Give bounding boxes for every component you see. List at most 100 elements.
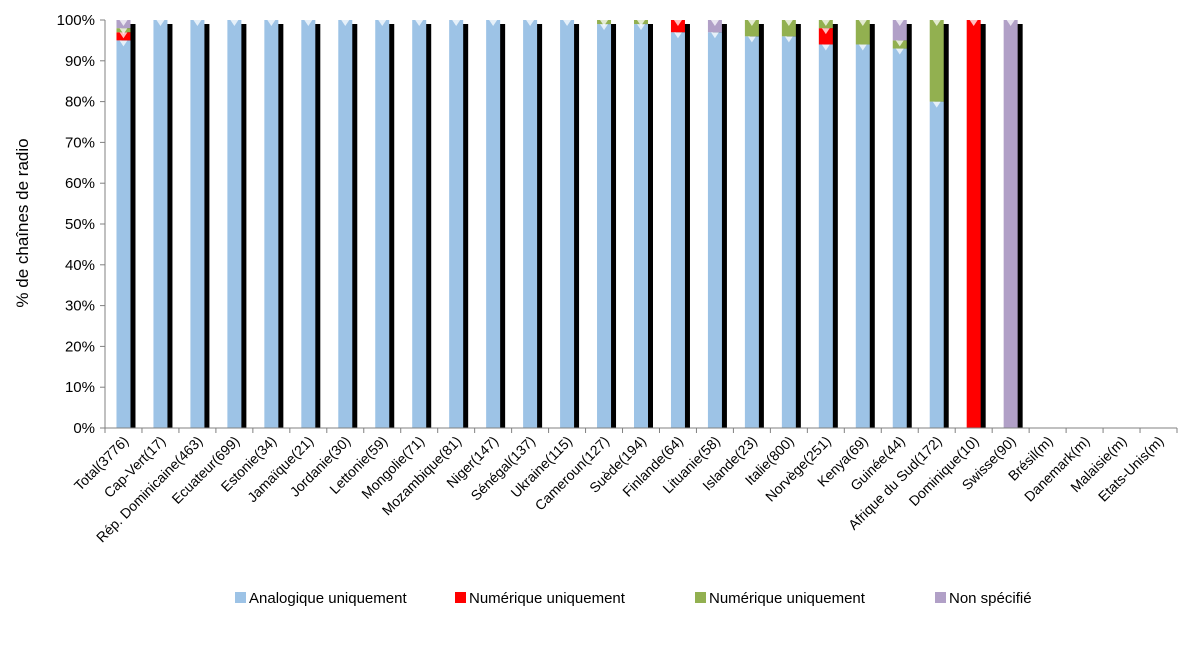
- y-tick-label: 80%: [65, 94, 95, 111]
- bar-segment-cap: [637, 24, 645, 31]
- bar-segment: [338, 20, 353, 428]
- y-tick-label: 100%: [57, 12, 95, 29]
- bar-segment: [301, 20, 316, 428]
- bar-segment-cap: [267, 20, 276, 26]
- bar-segment-cap: [673, 32, 682, 39]
- bar-segment-cap: [230, 20, 239, 26]
- bar-segment: [116, 40, 131, 429]
- bar-segment-cap: [341, 20, 350, 26]
- bar-segment-cap: [526, 20, 535, 26]
- bar-segment-cap: [600, 20, 609, 26]
- bar-segment-cap: [119, 20, 128, 26]
- bar-segment: [560, 20, 575, 428]
- bar-segment-cap: [378, 20, 387, 26]
- bar-segment-cap: [193, 20, 202, 26]
- bar-segment: [892, 20, 907, 41]
- legend: Analogique uniquement Numérique uniquemen…: [235, 590, 1032, 607]
- bar-segment: [190, 20, 205, 428]
- bar-segment-cap: [784, 36, 793, 43]
- y-tick-label: 40%: [65, 257, 95, 274]
- bar-segment: [929, 101, 944, 428]
- legend-label: Numérique uniquement: [709, 590, 866, 607]
- bar-segment-cap: [895, 40, 904, 47]
- y-tick-label: 90%: [65, 53, 95, 70]
- bar-segment-cap: [1006, 20, 1015, 26]
- bar-segment-cap: [895, 48, 904, 55]
- bar-segment: [818, 44, 833, 428]
- bar-segment: [264, 20, 279, 428]
- bars: [116, 20, 1023, 429]
- bar-segment-cap: [119, 40, 128, 47]
- bar-segment-cap: [932, 101, 941, 108]
- bar-segment-cap: [600, 24, 609, 31]
- bar-segment-cap: [858, 44, 867, 51]
- bar-segment: [818, 28, 833, 45]
- bar-segment-cap: [119, 32, 128, 39]
- y-axis-label: % de chaînes de radio: [13, 138, 32, 307]
- bar-segment: [855, 20, 870, 45]
- y-tick-label: 30%: [65, 298, 95, 315]
- bar-segment: [153, 20, 168, 428]
- bar-segment-cap: [821, 20, 830, 26]
- bar-segment: [781, 36, 796, 428]
- bar-segment: [707, 20, 722, 33]
- bar-segment-cap: [784, 20, 793, 26]
- bar-segment: [781, 20, 796, 37]
- bar-segment: [707, 32, 722, 429]
- bar-segment-cap: [710, 32, 719, 39]
- y-tick-label: 10%: [65, 379, 95, 396]
- y-tick-label: 20%: [65, 338, 95, 355]
- bar-segment-cap: [858, 20, 867, 26]
- bar-segment: [966, 20, 981, 428]
- legend-swatch: [695, 592, 706, 603]
- bar-segment: [670, 20, 685, 33]
- bar-segment-cap: [673, 20, 682, 26]
- y-tick-label: 0%: [73, 420, 95, 437]
- y-tick-label: 50%: [65, 216, 95, 233]
- legend-swatch: [935, 592, 946, 603]
- bar-segment-cap: [452, 20, 461, 26]
- legend-label: Numérique uniquement: [469, 590, 626, 607]
- bar-segment-cap: [637, 20, 645, 26]
- bar-segment: [855, 44, 870, 428]
- bar-segment-cap: [747, 36, 756, 43]
- bar-segment: [486, 20, 501, 428]
- bar-segment-cap: [156, 20, 165, 26]
- bar-segment-cap: [821, 44, 830, 51]
- bar-segment-cap: [489, 20, 498, 26]
- bar-segment: [744, 20, 759, 37]
- legend-label: Analogique uniquement: [249, 590, 407, 607]
- axes: [104, 20, 1178, 433]
- x-category-label: Etats-Unis(m): [1095, 433, 1167, 505]
- bar-segment: [227, 20, 242, 428]
- y-tick-label: 70%: [65, 134, 95, 151]
- bar-segment-cap: [932, 20, 941, 26]
- bar-segment-cap: [119, 28, 128, 35]
- legend-swatch: [235, 592, 246, 603]
- bar-segment-cap: [710, 20, 719, 26]
- bar-segment: [375, 20, 390, 428]
- bar-segment: [929, 20, 944, 102]
- bar-segment: [634, 24, 648, 429]
- bar-segment: [449, 20, 464, 428]
- bar-segment-cap: [821, 28, 830, 35]
- bar-segment: [892, 48, 907, 429]
- x-axis-category-labels: Total(3776)Cap-Vert(17)Rép. Dominicaine(…: [71, 433, 1167, 546]
- bar-segment-cap: [895, 20, 904, 26]
- y-tick-label: 60%: [65, 175, 95, 192]
- bar-segment-cap: [969, 20, 978, 26]
- bar-segment: [597, 24, 612, 429]
- bar-segment: [1003, 20, 1018, 428]
- bar-segment: [523, 20, 538, 428]
- y-axis-ticks: 0% 10% 20% 30% 40% 50% 60% 70% 80% 90% 100%: [57, 12, 105, 437]
- legend-label: Non spécifié: [949, 590, 1032, 607]
- bar-segment-cap: [563, 20, 572, 26]
- bar-segment-cap: [415, 20, 424, 26]
- legend-swatch: [455, 592, 466, 603]
- bar-segment: [412, 20, 427, 428]
- bar-segment: [670, 32, 685, 429]
- bar-segment: [744, 36, 759, 428]
- bar-segment-cap: [747, 20, 756, 26]
- bar-segment-cap: [304, 20, 313, 26]
